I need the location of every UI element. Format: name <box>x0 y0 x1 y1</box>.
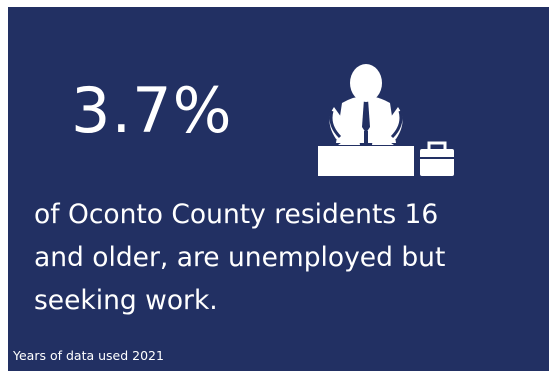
unemployment-rate: 3.7% <box>71 74 233 147</box>
stat-card: 3.7% <box>8 7 549 371</box>
data-years-footnote: Years of data used 2021 <box>13 348 164 363</box>
statistic-description: of Oconto County residents 16 and older,… <box>34 199 446 316</box>
unemployed-person-with-briefcase-icon <box>310 61 456 181</box>
